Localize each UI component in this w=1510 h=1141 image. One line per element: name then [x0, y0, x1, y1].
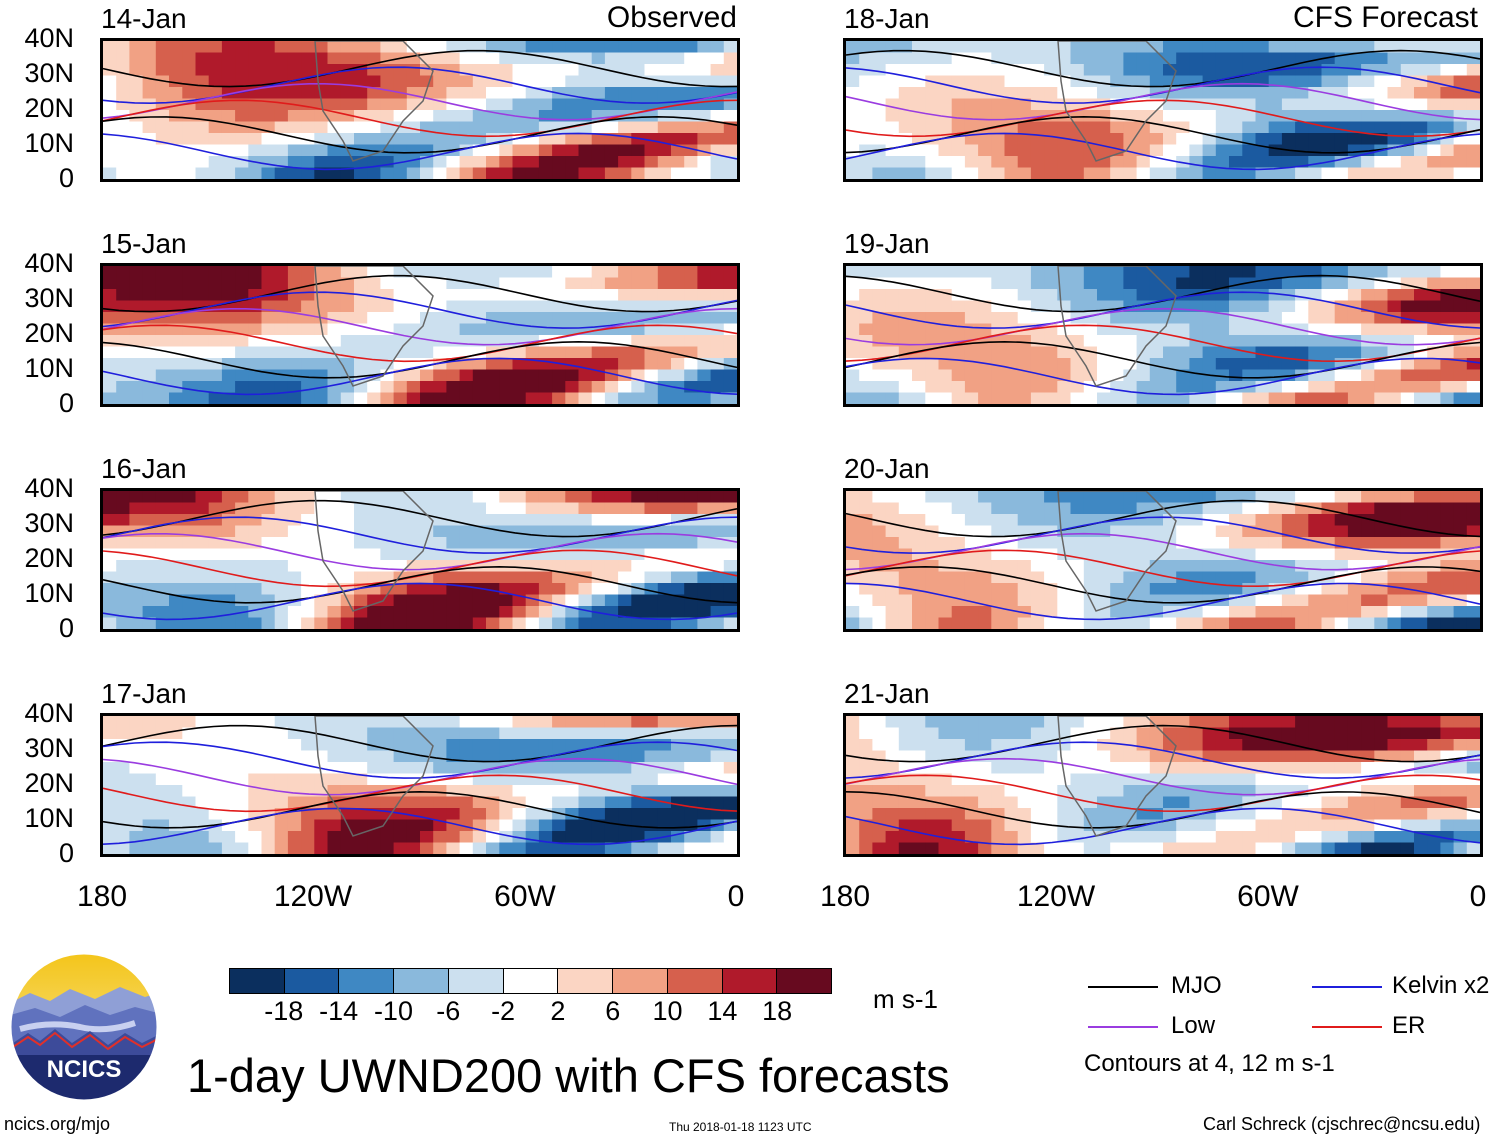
- colorbar-tick-label: 18: [762, 996, 793, 1026]
- colorbar-swatch: [721, 969, 777, 993]
- panel-date: 15-Jan: [101, 228, 187, 259]
- lon-label: 60W: [494, 880, 556, 913]
- lon-label: 180: [819, 880, 871, 913]
- lat-label: 30N: [24, 58, 74, 88]
- legend-line-low: [1088, 1026, 1158, 1028]
- lon-label: 0: [727, 880, 745, 913]
- panel-date: 21-Jan: [844, 678, 930, 709]
- map-14-jan: [100, 38, 740, 182]
- colorbar-swatch: [502, 969, 558, 993]
- lat-label: 20N: [24, 318, 74, 348]
- colorbar-tick-label: 10: [652, 996, 683, 1026]
- legend-line-er: [1312, 1026, 1382, 1028]
- lon-label: 120W: [273, 880, 353, 913]
- colorbar-tick-label: 14: [707, 996, 738, 1026]
- map-21-jan: [843, 713, 1483, 857]
- colorbar-tick-label: 2: [550, 996, 566, 1026]
- panel-date: 18-Jan: [844, 3, 930, 34]
- legend-label-kelvin: Kelvin x2: [1392, 972, 1490, 999]
- panel-label: Observed: [606, 1, 737, 34]
- lat-label: 30N: [24, 508, 74, 538]
- lat-label: 20N: [24, 93, 74, 123]
- legend-line-mjo: [1088, 986, 1158, 988]
- colorbar-tick-label: -6: [436, 996, 461, 1026]
- colorbar-tick-label: -10: [373, 996, 413, 1026]
- wind-field: [103, 41, 737, 179]
- lat-label: 10N: [24, 353, 74, 383]
- lat-label: 0: [58, 613, 74, 643]
- panel-date: 20-Jan: [844, 453, 930, 484]
- colorbar-tick-label: -14: [319, 996, 359, 1026]
- colorbar-tick-label: 6: [605, 996, 621, 1026]
- wind-field: [103, 266, 737, 404]
- footer-credit: Carl Schreck (cjschrec@ncsu.edu): [1203, 1114, 1481, 1134]
- lon-label: 180: [76, 880, 128, 913]
- lat-label: 40N: [24, 23, 74, 53]
- wind-field: [846, 266, 1480, 404]
- footer-url: ncics.org/mjo: [4, 1114, 111, 1134]
- lon-label: 0: [1469, 880, 1487, 913]
- colorbar-swatch: [612, 969, 667, 993]
- ncics-logo: NCICS: [10, 953, 158, 1101]
- map-20-jan: [843, 488, 1483, 632]
- lon-label: 120W: [1016, 880, 1096, 913]
- lat-label: 10N: [24, 803, 74, 833]
- colorbar: [229, 968, 832, 994]
- lon-label: 60W: [1237, 880, 1299, 913]
- lat-label: 20N: [24, 543, 74, 573]
- map-15-jan: [100, 263, 740, 407]
- colorbar-tick-label: -18: [264, 996, 304, 1026]
- colorbar-tick-label: -2: [491, 996, 516, 1026]
- lat-label: 30N: [24, 733, 74, 763]
- wind-field: [846, 716, 1480, 854]
- colorbar-swatch: [230, 969, 284, 993]
- panel-date: 17-Jan: [101, 678, 187, 709]
- wind-field: [846, 41, 1480, 179]
- panel-date: 19-Jan: [844, 228, 930, 259]
- panel-date: 14-Jan: [101, 3, 187, 34]
- map-17-jan: [100, 713, 740, 857]
- map-18-jan: [843, 38, 1483, 182]
- panel-date: 16-Jan: [101, 453, 187, 484]
- footer-timestamp: Thu 2018-01-18 1123 UTC: [669, 1120, 812, 1134]
- legend-label-mjo: MJO: [1171, 972, 1222, 999]
- legend-label-er: ER: [1392, 1012, 1426, 1039]
- wind-field: [103, 716, 737, 854]
- figure-title: 1-day UWND200 with CFS forecasts: [187, 1049, 950, 1102]
- wind-field: [846, 491, 1480, 629]
- lat-label: 30N: [24, 283, 74, 313]
- colorbar-swatch: [338, 969, 394, 993]
- map-16-jan: [100, 488, 740, 632]
- legend-note: Contours at 4, 12 m s-1: [1084, 1050, 1335, 1077]
- map-19-jan: [843, 263, 1483, 407]
- panel-label: CFS Forecast: [1292, 1, 1478, 34]
- lat-label: 20N: [24, 768, 74, 798]
- lat-label: 0: [58, 163, 74, 193]
- colorbar-units: m s-1: [873, 984, 938, 1014]
- colorbar-swatch: [557, 969, 613, 993]
- lat-label: 0: [58, 838, 74, 868]
- legend-label-low: Low: [1171, 1012, 1216, 1039]
- colorbar-swatch: [666, 969, 722, 993]
- lat-label: 0: [58, 388, 74, 418]
- colorbar-swatch: [393, 969, 448, 993]
- legend-line-kelvin: [1312, 986, 1382, 988]
- lat-label: 40N: [24, 248, 74, 278]
- lat-label: 10N: [24, 578, 74, 608]
- colorbar-swatch: [447, 969, 503, 993]
- lat-label: 40N: [24, 473, 74, 503]
- lat-label: 10N: [24, 128, 74, 158]
- logo-text: NCICS: [47, 1056, 122, 1083]
- colorbar-swatch: [283, 969, 339, 993]
- colorbar-swatch: [776, 969, 832, 993]
- wind-field: [103, 491, 737, 629]
- lat-label: 40N: [24, 698, 74, 728]
